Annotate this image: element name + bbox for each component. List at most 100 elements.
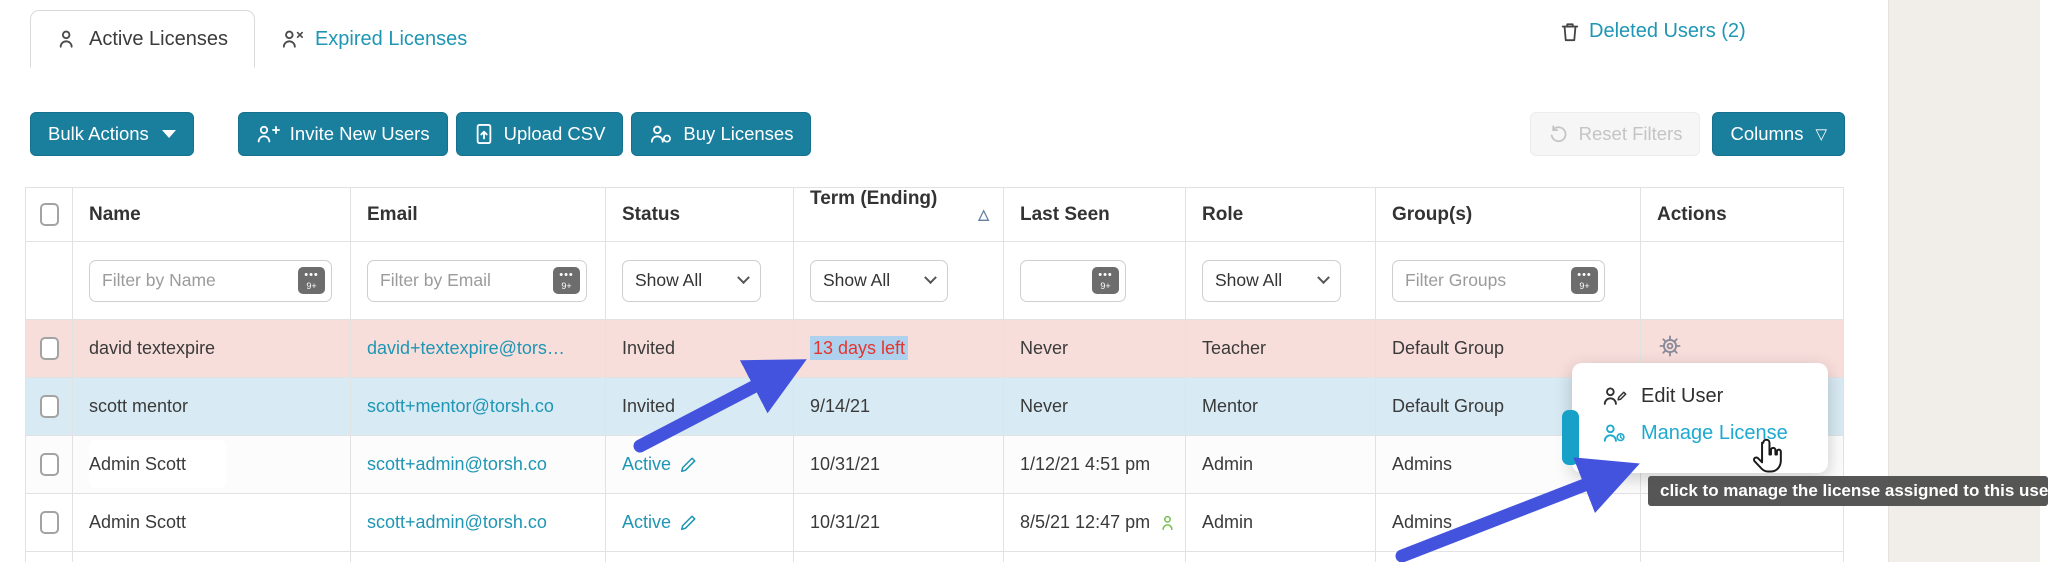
menu-item-label: Edit User (1641, 384, 1724, 407)
email-link[interactable]: scott+admin@torsh.co (367, 454, 547, 474)
menu-item-manage-license[interactable]: Manage License (1572, 415, 1828, 452)
refresh-icon (1548, 124, 1569, 145)
trash-icon (1560, 21, 1580, 43)
table-row: david textexpire david+textexpire@tors… … (25, 319, 1844, 378)
table-row: Admin Scott scott+admin@torsh.co Active … (25, 493, 1844, 552)
online-person-icon (1158, 513, 1177, 532)
row-checkbox[interactable] (39, 337, 59, 360)
tab-label: Expired Licenses (314, 27, 468, 50)
page-edge (2040, 0, 2048, 562)
email-link[interactable]: scott+mentor@torsh.co (367, 396, 554, 416)
cell-term: 10/31/21 (793, 493, 1004, 552)
cell-last-seen: Never (1003, 377, 1186, 436)
tab-bar: Active Licenses Expired Licenses (30, 10, 493, 68)
table-row-partial (25, 551, 1844, 562)
annotation-highlight-bar (1562, 410, 1579, 465)
person-icon (57, 28, 79, 50)
chevron-down-icon (737, 271, 750, 285)
email-link[interactable]: david+textexpire@tors… (367, 338, 565, 358)
select-all-checkbox[interactable] (39, 203, 59, 226)
cell-name: david textexpire (72, 319, 351, 378)
cell-role: Mentor (1185, 377, 1376, 436)
tab-active-licenses[interactable]: Active Licenses (30, 10, 255, 68)
column-header-last-seen[interactable]: Last Seen (1003, 187, 1186, 242)
table-row: Admin Scott scott+admin@torsh.co Active … (25, 435, 1844, 494)
toolbar-right: Reset Filters Columns ▽ (1529, 112, 1845, 156)
cell-last-seen: Never (1003, 319, 1186, 378)
button-label: Invite New Users (289, 123, 430, 144)
edit-pencil-icon[interactable] (679, 514, 697, 532)
cell-status: Invited (605, 319, 794, 378)
filter-name-input[interactable] (89, 259, 332, 302)
tab-expired-licenses[interactable]: Expired Licenses (255, 10, 493, 68)
input-keypad-icon[interactable]: ••• 9+ (298, 267, 325, 294)
filter-row: •••9+ •••9+ Show All Show All (25, 241, 1844, 320)
cell-name: Admin Scott (72, 493, 351, 552)
caret-down-outline-icon: ▽ (1815, 125, 1827, 143)
buy-licenses-button[interactable]: Buy Licenses (631, 112, 812, 156)
button-label: Reset Filters (1578, 123, 1683, 144)
column-header-status[interactable]: Status (605, 187, 794, 242)
row-checkbox[interactable] (39, 395, 59, 418)
upload-file-icon (474, 123, 494, 145)
column-header-email[interactable]: Email (350, 187, 606, 242)
tab-deleted-users[interactable]: Deleted Users (2) (1560, 20, 1746, 43)
button-label: Buy Licenses (683, 123, 794, 144)
button-label: Upload CSV (503, 123, 606, 144)
person-x-icon (281, 28, 305, 50)
column-header-role[interactable]: Role (1185, 187, 1376, 242)
caret-down-icon (161, 130, 176, 138)
filter-status-select[interactable]: Show All (622, 259, 761, 302)
invite-new-users-button[interactable]: Invite New Users (237, 112, 448, 156)
menu-item-edit-user[interactable]: Edit User (1572, 378, 1828, 415)
header-row: Name Email Status △ Term (Ending) Last S… (25, 187, 1844, 242)
upload-csv-button[interactable]: Upload CSV (455, 112, 624, 156)
tab-label: Active Licenses (89, 27, 228, 50)
input-keypad-icon[interactable]: ••• 9+ (1092, 267, 1119, 294)
filter-term-select[interactable]: Show All (810, 259, 948, 302)
chevron-down-icon (1317, 271, 1330, 285)
reset-filters-button[interactable]: Reset Filters (1529, 112, 1701, 156)
cell-name: scott mentor (72, 377, 351, 436)
cell-role: Admin (1185, 435, 1376, 494)
column-header-term[interactable]: △ Term (Ending) (793, 187, 1004, 242)
chevron-down-icon (924, 271, 937, 285)
manage-license-icon (1602, 421, 1628, 445)
cell-last-seen: 8/5/21 12:47 pm (1020, 512, 1151, 532)
edit-user-icon (1602, 384, 1628, 408)
manage-license-tooltip: click to manage the license assigned to … (1648, 476, 2048, 506)
person-plus-icon (256, 123, 280, 145)
cell-role: Admin (1185, 493, 1376, 552)
columns-button[interactable]: Columns ▽ (1712, 112, 1845, 156)
row-actions-menu: Edit User Manage License (1572, 363, 1828, 473)
cell-last-seen: 1/12/21 4:51 pm (1003, 435, 1186, 494)
gear-icon[interactable] (1657, 333, 1683, 359)
cell-term: 10/31/21 (793, 435, 1004, 494)
cell-name: Admin Scott (89, 440, 227, 488)
row-checkbox[interactable] (39, 511, 59, 534)
tab-label: Deleted Users (2) (1589, 20, 1746, 42)
column-header-actions: Actions (1640, 187, 1844, 242)
term-expiring-badge: 13 days left (810, 336, 909, 360)
cell-status: Active (622, 512, 672, 532)
menu-item-label: Manage License (1641, 421, 1788, 444)
filter-role-select[interactable]: Show All (1202, 259, 1341, 302)
input-keypad-icon[interactable]: ••• 9+ (553, 267, 580, 294)
cell-term: 9/14/21 (793, 377, 1004, 436)
email-link[interactable]: scott+admin@torsh.co (367, 512, 547, 532)
toolbar: Bulk Actions Invite New Users Upload CSV (30, 112, 812, 156)
cell-status: Active (622, 454, 672, 474)
filter-email-input[interactable] (367, 259, 587, 302)
column-header-name[interactable]: Name (72, 187, 351, 242)
bulk-actions-button[interactable]: Bulk Actions (30, 112, 194, 156)
column-header-groups[interactable]: Group(s) (1375, 187, 1641, 242)
cell-status: Invited (605, 377, 794, 436)
person-license-icon (649, 123, 673, 145)
page-background-panel (1888, 0, 2040, 562)
filter-groups-input[interactable] (1392, 259, 1605, 302)
sort-ascending-icon: △ (978, 206, 989, 222)
input-keypad-icon[interactable]: ••• 9+ (1571, 267, 1598, 294)
edit-pencil-icon[interactable] (679, 456, 697, 474)
row-checkbox[interactable] (39, 453, 59, 476)
